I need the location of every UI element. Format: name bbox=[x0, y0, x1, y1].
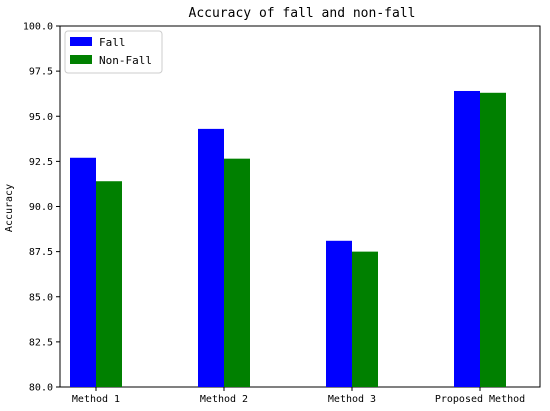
x-tick-label: Method 2 bbox=[200, 394, 248, 405]
bar-non-fall-4 bbox=[480, 92, 506, 387]
x-tick-label: Method 3 bbox=[328, 394, 376, 405]
y-tick-label: 95.0 bbox=[29, 112, 53, 123]
x-tick-label: Proposed Method bbox=[435, 394, 525, 405]
legend: Fall Non-Fall bbox=[64, 30, 163, 74]
legend-swatch bbox=[70, 37, 92, 46]
legend-swatch bbox=[70, 55, 92, 64]
legend-label: Fall bbox=[99, 36, 126, 49]
bar-non-fall-2 bbox=[224, 158, 250, 387]
bar-fall-2 bbox=[198, 128, 224, 387]
y-tick-label: 85.0 bbox=[29, 292, 53, 303]
y-tick-label: 90.0 bbox=[29, 202, 53, 213]
bar-fall-4 bbox=[454, 90, 480, 387]
x-axis: Method 1 Method 2 Method 3 Proposed Method bbox=[72, 387, 525, 405]
chart-title: Accuracy of fall and non-fall bbox=[189, 6, 416, 21]
y-tick-label: 80.0 bbox=[29, 383, 53, 394]
y-tick-label: 87.5 bbox=[29, 247, 53, 258]
y-axis: 80.0 82.5 85.0 87.5 90.0 92.5 95.0 97.5 100.0 bbox=[23, 22, 60, 394]
y-axis-label: Accuracy bbox=[4, 184, 15, 232]
bar-non-fall-3 bbox=[352, 251, 378, 387]
y-tick-label: 92.5 bbox=[29, 157, 53, 168]
x-tick-label: Method 1 bbox=[72, 394, 120, 405]
bars bbox=[70, 90, 506, 387]
bar-fall-1 bbox=[70, 157, 96, 387]
y-tick-label: 82.5 bbox=[29, 337, 53, 348]
legend-label: Non-Fall bbox=[99, 54, 152, 67]
bar-fall-3 bbox=[326, 240, 352, 387]
y-tick-label: 97.5 bbox=[29, 67, 53, 78]
y-tick-label: 100.0 bbox=[23, 22, 53, 33]
bar-non-fall-1 bbox=[96, 181, 122, 387]
